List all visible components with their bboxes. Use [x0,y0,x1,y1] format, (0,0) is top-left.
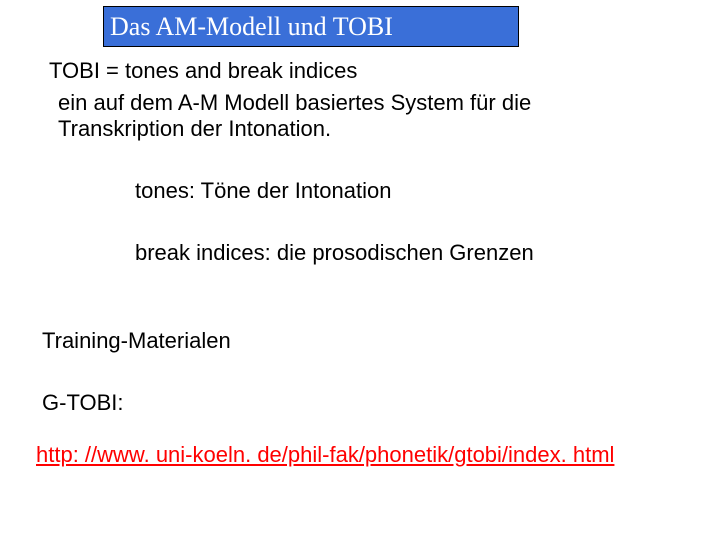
gtobi-link[interactable]: http: //www. uni-koeln. de/phil-fak/phon… [36,442,614,468]
line-tones: tones: Töne der Intonation [135,178,391,204]
line-training: Training-Materialen [42,328,231,354]
line-gtobi: G-TOBI: [42,390,124,416]
title-box: Das AM-Modell und TOBI [103,6,519,47]
line-break-indices: break indices: die prosodischen Grenzen [135,240,534,266]
line-desc-2: Transkription der Intonation. [58,116,331,142]
line-desc-1: ein auf dem A-M Modell basiertes System … [58,90,531,116]
line-tobi-def: TOBI = tones and break indices [49,58,357,84]
slide-title: Das AM-Modell und TOBI [104,12,393,42]
